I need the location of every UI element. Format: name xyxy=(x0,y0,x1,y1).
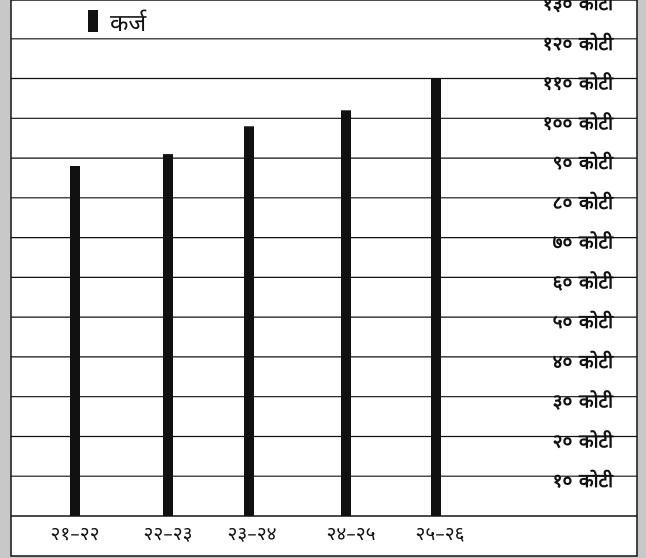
bar xyxy=(431,78,441,516)
y-tick-label: २० कोटी xyxy=(553,430,614,453)
y-tick-label: ५० कोटी xyxy=(553,310,614,333)
bar xyxy=(341,110,351,517)
x-tick-label: २१–२२ xyxy=(50,523,99,545)
y-tick-label: ३० कोटी xyxy=(553,390,614,413)
y-tick-label: ६० कोटी xyxy=(553,270,614,293)
x-axis-labels: २१–२२ २२–२३ २३–२४ २४–२५ २५–२६ xyxy=(50,523,464,545)
grid-lines xyxy=(11,38,637,517)
y-tick-label: १०० कोटी xyxy=(543,111,614,134)
y-tick-label: ७० कोटी xyxy=(553,231,614,254)
y-tick-label: ४० कोटी xyxy=(553,350,614,373)
y-tick-label: १० कोटी xyxy=(553,469,614,492)
y-tick-label: १३० कोटी xyxy=(543,0,614,15)
bar xyxy=(163,154,173,516)
y-tick-label: ११० कोटी xyxy=(543,72,614,95)
legend: कर्ज xyxy=(88,9,147,37)
y-tick-label: १२० कोटी xyxy=(543,32,614,55)
legend-swatch xyxy=(88,10,98,32)
x-tick-label: २४–२५ xyxy=(326,523,375,545)
x-tick-label: २३–२४ xyxy=(227,523,276,545)
x-tick-label: २२–२३ xyxy=(143,523,192,545)
legend-label: कर्ज xyxy=(110,9,147,37)
y-tick-label: ८० कोटी xyxy=(553,191,614,214)
x-tick-label: २५–२६ xyxy=(415,523,464,545)
bar xyxy=(70,166,80,516)
bar xyxy=(244,126,254,517)
y-tick-label: ९० कोटी xyxy=(553,151,614,174)
bars xyxy=(70,78,441,517)
y-axis-labels: १३० कोटी १२० कोटी ११० कोटी १०० कोटी ९० कोटी ८… xyxy=(543,0,614,492)
